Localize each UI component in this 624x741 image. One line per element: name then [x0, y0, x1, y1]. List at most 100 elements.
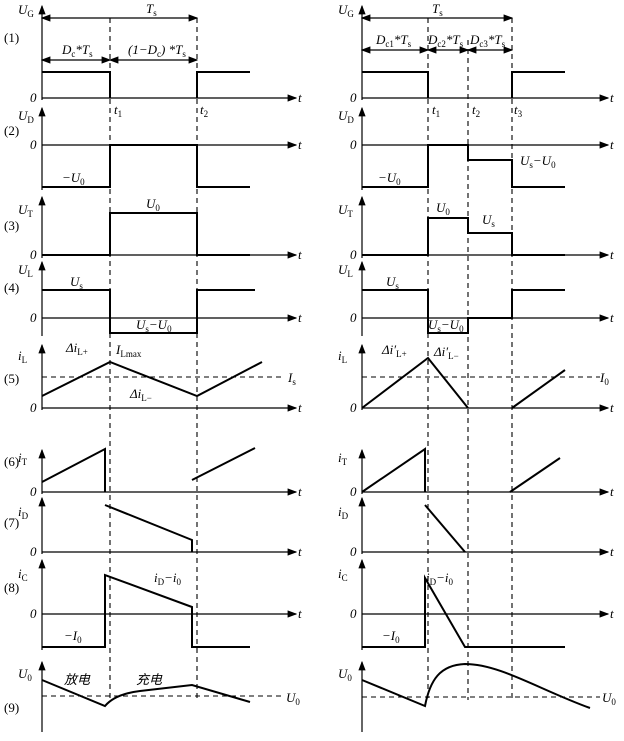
label-text: t — [298, 484, 302, 499]
label-text: 0 — [350, 484, 357, 499]
waveform-label: Us−U0 — [136, 317, 172, 334]
label-subscript: 0 — [395, 635, 400, 645]
waveform-label: iT — [18, 450, 28, 467]
label-subscript: s — [153, 8, 157, 18]
label-text: Δi — [129, 386, 142, 401]
label-text: −I — [382, 628, 396, 643]
label-subscript: 0 — [27, 673, 32, 683]
waveform-label: 0 — [30, 137, 37, 152]
label-text: i — [426, 570, 430, 585]
waveform-label: t — [298, 247, 302, 262]
waveform-label: t — [298, 400, 302, 415]
label-text: *T — [446, 32, 461, 47]
waveform-label: UL — [18, 262, 33, 279]
label-text: t — [472, 102, 476, 117]
label-text: I — [115, 342, 121, 357]
label-text: U — [428, 317, 439, 332]
label-text: t — [298, 544, 302, 559]
label-text: t — [610, 90, 614, 105]
label-text: 0 — [30, 484, 37, 499]
waveform-label: UD — [338, 108, 354, 125]
left-waveforms — [38, 4, 298, 732]
row-number: (4) — [4, 280, 19, 295]
row-number: (9) — [4, 700, 19, 715]
label-subscript: L — [27, 269, 33, 279]
label-text: *T — [488, 32, 503, 47]
label-text: 0 — [30, 137, 37, 152]
label-subscript: s — [437, 324, 441, 334]
row-number: (3) — [4, 218, 19, 233]
label-text: t — [610, 606, 614, 621]
label-text: 0 — [30, 400, 37, 415]
waveform-label: UT — [18, 202, 33, 219]
waveform-label: U0 — [146, 196, 160, 213]
waveform-label: 充电 — [136, 672, 163, 687]
label-subscript: s — [408, 39, 412, 49]
waveform-label: U0 — [338, 666, 352, 683]
waveform-label: 0 — [30, 544, 37, 559]
label-subscript: T — [342, 457, 348, 467]
waveform-label: t — [298, 310, 302, 325]
waveform-label: UL — [338, 262, 353, 279]
waveform-label: t — [610, 247, 614, 262]
waveform-label: U0 — [602, 690, 616, 707]
row-number: (2) — [4, 123, 19, 138]
waveform-label: 0 — [350, 606, 357, 621]
label-subscript: 0 — [77, 635, 82, 645]
waveform-label: Is — [287, 370, 296, 387]
waveform-label: 0 — [350, 544, 357, 559]
label-subscript: s — [395, 281, 399, 291]
row-number: (8) — [4, 580, 19, 595]
waveform-label: t2 — [200, 102, 208, 119]
waveform-label: iD−i0 — [154, 570, 182, 587]
label-subscript: L− — [448, 351, 459, 361]
waveform-label: Ts — [146, 1, 157, 18]
label-text: i — [338, 450, 342, 465]
label-subscript: D — [430, 577, 437, 587]
waveform-label: t — [298, 484, 302, 499]
waveform-label: t — [298, 90, 302, 105]
label-text: t — [610, 310, 614, 325]
label-subscript: D — [27, 115, 34, 125]
label-text: t — [298, 247, 302, 262]
label-text: Δi′ — [433, 344, 448, 359]
label-text: T — [432, 1, 440, 16]
label-text: D — [61, 42, 72, 57]
waveform-label: t — [610, 544, 614, 559]
label-text: U — [338, 2, 349, 17]
label-subscript: 0 — [449, 577, 454, 587]
label-text: U — [136, 317, 147, 332]
label-text: 放电 — [64, 672, 91, 687]
waveform-label: Dc1*Ts — [375, 32, 412, 49]
row-number: (7) — [4, 515, 19, 530]
waveform-label: 0 — [30, 400, 37, 415]
label-text: *T — [75, 42, 90, 57]
row-number: (1) — [4, 30, 19, 45]
waveform-label: 0 — [350, 247, 357, 262]
label-text: t — [514, 102, 518, 117]
waveform-label: UG — [18, 2, 34, 19]
label-text: U — [338, 666, 349, 681]
waveform-label: Us−U0 — [520, 153, 556, 170]
label-text: t — [114, 102, 118, 117]
waveform-label: 0 — [350, 90, 357, 105]
label-text: U — [146, 196, 157, 211]
label-text: t — [610, 544, 614, 559]
label-text: t — [200, 102, 204, 117]
waveform-label: iC — [338, 566, 348, 583]
label-text: −i — [436, 570, 449, 585]
waveform-label: t — [298, 137, 302, 152]
label-text: i — [154, 570, 158, 585]
waveform-label: −I0 — [64, 628, 82, 645]
label-subscript: 0 — [295, 697, 300, 707]
waveform-label: iC — [18, 566, 28, 583]
label-text: 0 — [30, 310, 37, 325]
label-text: U — [482, 212, 493, 227]
label-text: −U — [533, 153, 553, 168]
label-subscript: 3 — [518, 109, 523, 119]
label-subscript: 1 — [118, 109, 123, 119]
waveform-label: 0 — [350, 310, 357, 325]
label-subscript: 0 — [396, 177, 401, 187]
label-subscript: c — [157, 49, 161, 59]
label-text: i — [338, 504, 342, 519]
